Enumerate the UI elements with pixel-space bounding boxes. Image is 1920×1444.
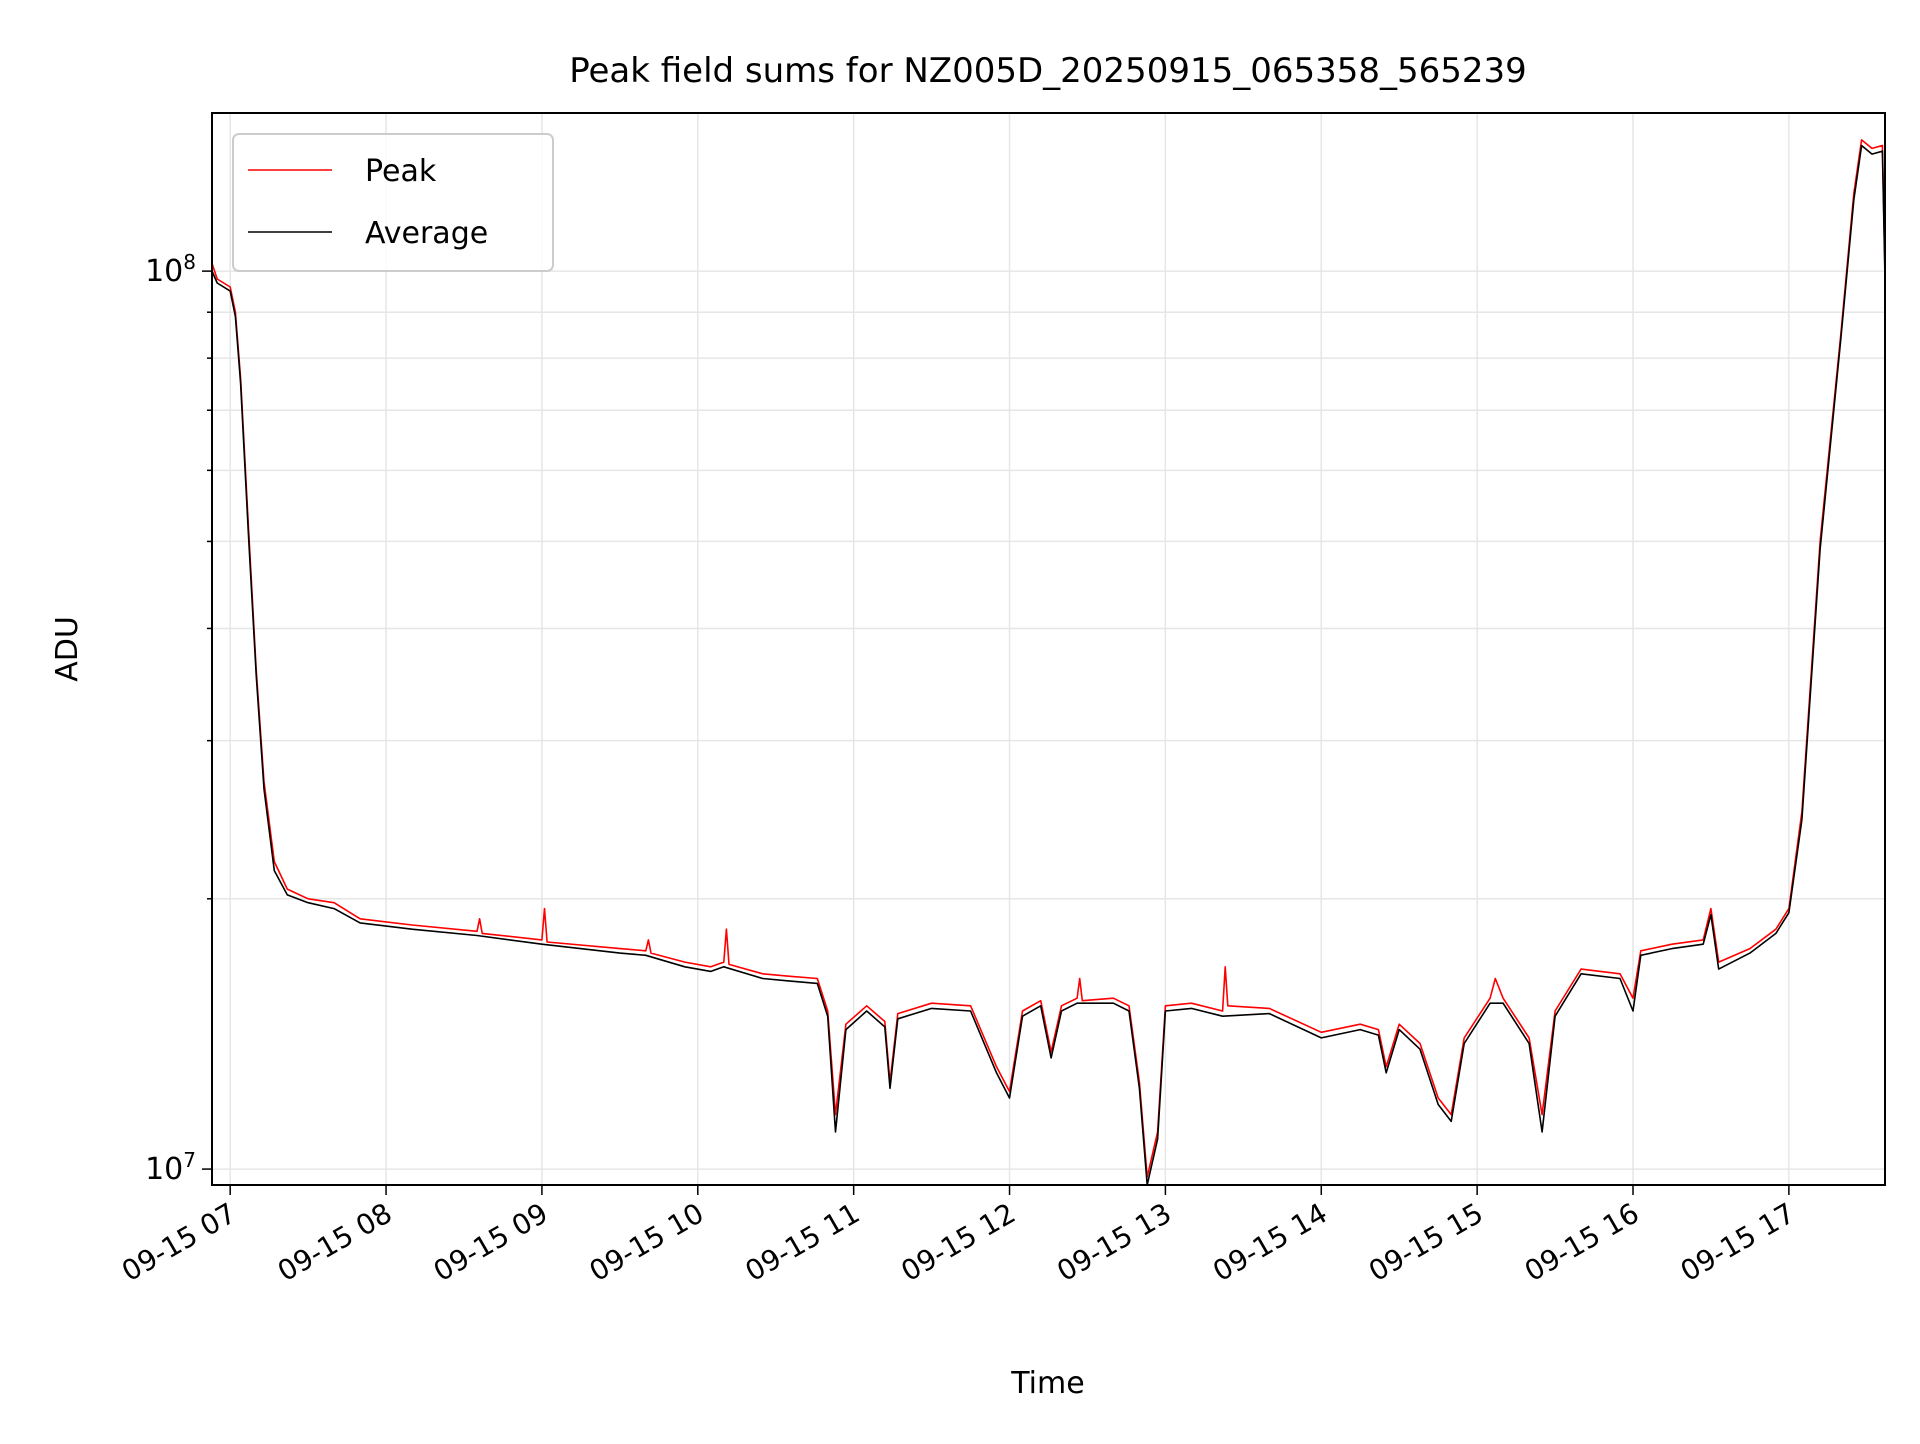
- chart-title: Peak field sums for NZ005D_20250915_0653…: [569, 51, 1527, 91]
- y-axis-label: ADU: [50, 616, 85, 682]
- legend-box: [232, 133, 554, 272]
- series-line-average: [211, 144, 1886, 1186]
- plot-frame: [211, 112, 1886, 1186]
- series-layer: [211, 139, 1886, 1186]
- y-tick-label: 108: [145, 250, 196, 289]
- legend-label-average: Average: [365, 216, 488, 251]
- x-axis-label: Time: [1010, 1366, 1084, 1401]
- series-line-peak: [211, 139, 1886, 1178]
- legend: Peak Average: [232, 133, 554, 272]
- legend-label-peak: Peak: [365, 154, 437, 189]
- grid-layer: [212, 113, 1885, 1185]
- y-tick-label: 107: [145, 1148, 196, 1187]
